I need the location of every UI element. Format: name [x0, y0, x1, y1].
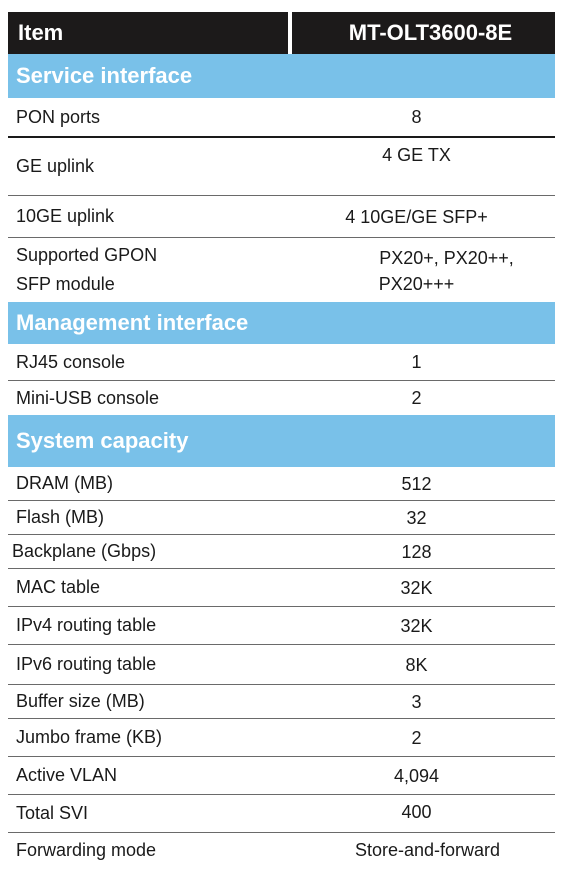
row-label-line: Supported GPON — [16, 245, 158, 265]
table-header: Item MT-OLT3600-8E — [8, 12, 555, 54]
row-value: 4,094 — [393, 765, 440, 786]
row-value: 400 — [401, 802, 432, 822]
row-label: Backplane (Gbps) — [12, 541, 157, 561]
row-label: Flash (MB) — [16, 507, 105, 527]
table-row: Buffer size (MB) 3 — [8, 685, 555, 719]
row-label: Jumbo frame (KB) — [16, 727, 163, 747]
row-value: 8 — [411, 107, 422, 127]
table-row: Flash (MB) 32 — [8, 501, 555, 535]
section-system-capacity: System capacity — [8, 415, 555, 467]
row-label: Supported GPON SFP module — [8, 238, 278, 302]
table-row: Backplane (Gbps) 128 — [8, 535, 555, 569]
row-label: GE uplink — [16, 156, 95, 176]
row-value: 2 — [411, 727, 422, 748]
row-value: 512 — [401, 473, 432, 494]
row-value: 128 — [401, 541, 432, 562]
row-value: PX20+, PX20++, PX20+++ — [278, 238, 555, 302]
table-row: RJ45 console 1 — [8, 344, 555, 381]
row-value: 3 — [411, 691, 422, 712]
row-label: Active VLAN — [16, 765, 118, 785]
row-label-line: SFP module — [16, 274, 115, 294]
table-row: IPv6 routing table 8K — [8, 645, 555, 685]
row-value: 4 10GE/GE SFP+ — [345, 206, 488, 227]
table-row: Active VLAN 4,094 — [8, 757, 555, 795]
row-value-line: PX20+, PX20++, — [379, 248, 514, 268]
header-model: MT-OLT3600-8E — [292, 12, 555, 54]
header-gap — [288, 12, 292, 54]
row-label: PON ports — [16, 106, 101, 127]
table-row: Forwarding mode Store-and-forward — [8, 833, 555, 867]
header-item: Item — [8, 12, 288, 54]
row-label: 10GE uplink — [16, 206, 115, 226]
spec-table: Item MT-OLT3600-8E Service interface PON… — [8, 12, 555, 867]
table-row: GE uplink 4 GE TX — [8, 138, 555, 196]
table-row: DRAM (MB) 512 — [8, 467, 555, 501]
table-row: Jumbo frame (KB) 2 — [8, 719, 555, 757]
table-row: 10GE uplink 4 10GE/GE SFP+ — [8, 196, 555, 238]
row-value: 4 GE TX — [382, 145, 451, 165]
row-value-line: PX20+++ — [378, 274, 455, 294]
row-value: 2 — [411, 388, 422, 408]
row-value: Store-and-forward — [354, 840, 501, 860]
row-label: IPv6 routing table — [16, 654, 157, 674]
table-row: PON ports 8 — [8, 98, 555, 138]
row-label: MAC table — [16, 577, 101, 597]
row-label: Forwarding mode — [16, 839, 157, 860]
table-row: Total SVI 400 — [8, 795, 555, 833]
table-row: Supported GPON SFP module PX20+, PX20++,… — [8, 238, 555, 302]
section-management-interface: Management interface — [8, 302, 555, 344]
row-value: 32K — [400, 615, 433, 636]
row-label: DRAM (MB) — [16, 473, 113, 493]
row-label: Mini-USB console — [16, 387, 160, 408]
row-label: RJ45 console — [16, 351, 126, 372]
section-service-interface: Service interface — [8, 54, 555, 98]
row-value: 1 — [411, 352, 422, 372]
row-value: 32 — [406, 507, 427, 528]
table-row: IPv4 routing table 32K — [8, 607, 555, 645]
row-label: IPv4 routing table — [16, 615, 157, 635]
table-row: MAC table 32K — [8, 569, 555, 607]
row-value: 32K — [400, 577, 433, 598]
row-label: Buffer size (MB) — [16, 691, 145, 711]
row-label: Total SVI — [16, 803, 89, 823]
row-value: 8K — [405, 654, 428, 675]
table-row: Mini-USB console 2 — [8, 381, 555, 415]
